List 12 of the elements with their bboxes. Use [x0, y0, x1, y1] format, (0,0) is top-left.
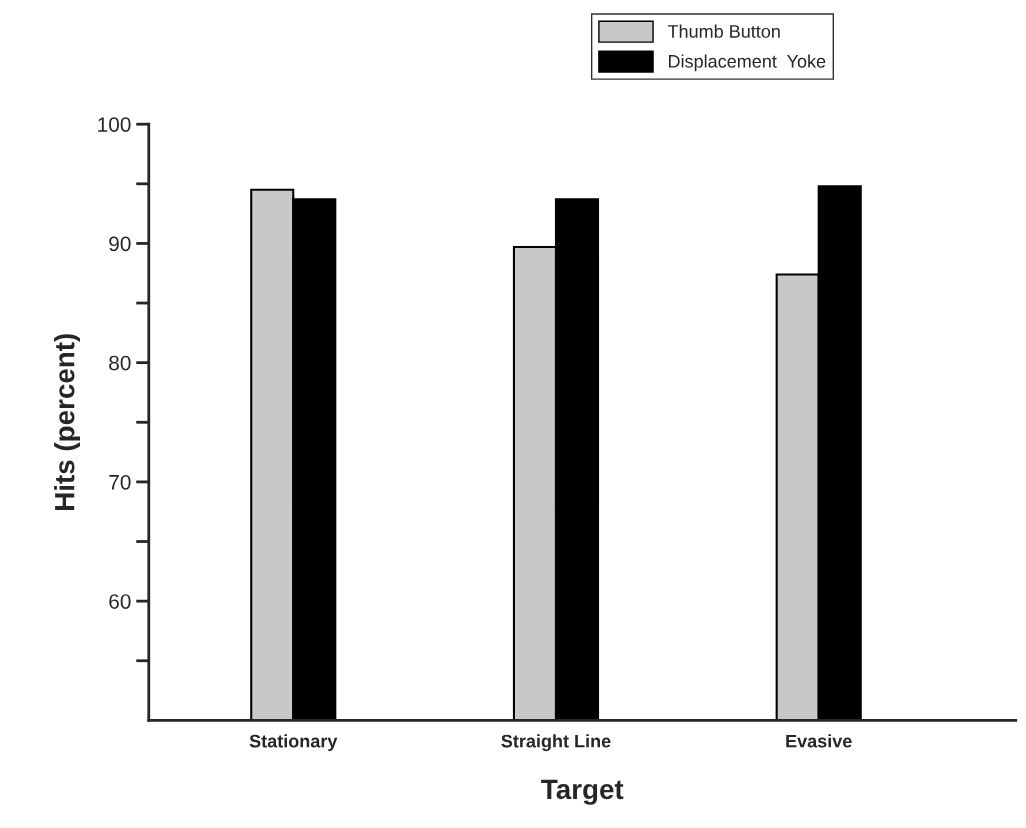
x-tick-label: Straight Line	[501, 734, 611, 752]
x-tick-label: Evasive	[786, 734, 852, 748]
y-tick-label: 70	[109, 474, 131, 490]
y-tick-label: 60	[109, 594, 131, 609]
y-tick-label: 100	[98, 117, 131, 132]
y-tick-label: 90	[109, 236, 131, 252]
x-axis-title: Target	[541, 779, 624, 805]
y-axis-title: Hits (percent)	[54, 334, 80, 510]
legend-label: Displacement Yoke	[668, 54, 826, 72]
legend-label: Thumb Button	[667, 24, 780, 38]
y-tick-label: 80	[109, 355, 131, 371]
x-tick-label: Stationary	[249, 734, 338, 752]
